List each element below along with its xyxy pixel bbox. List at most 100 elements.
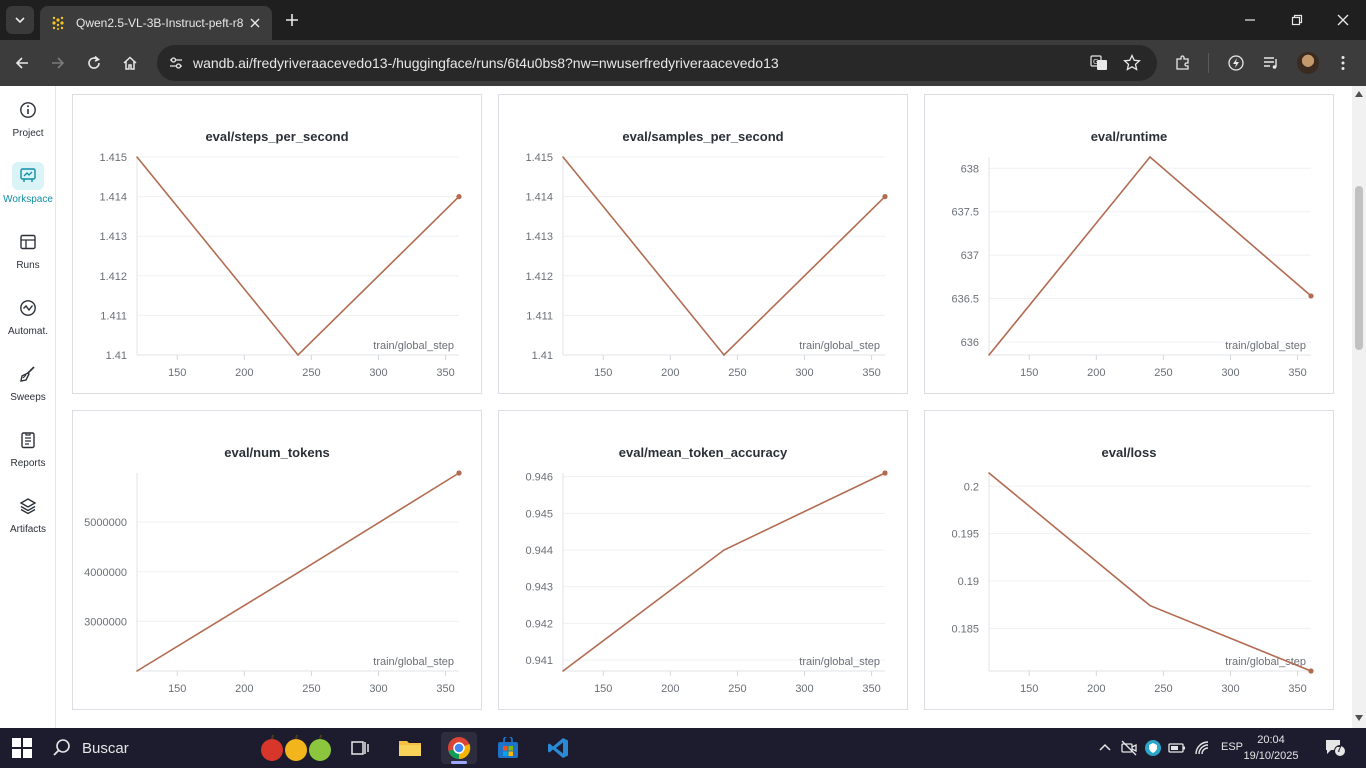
battery-icon[interactable] [1167,738,1187,758]
y-tick-label: 1.414 [525,192,553,204]
y-tick-label: 0.195 [951,529,979,541]
x-tick-label: 250 [728,683,746,695]
sidebar-item-runs[interactable]: Runs [0,222,56,282]
extensions-button[interactable] [1171,51,1195,75]
data-point [723,354,725,356]
vscode-app[interactable] [540,732,576,764]
chart-panel[interactable]: eval/num_tokens 3000000 4000000 5000000 150… [72,410,482,710]
bookmark-button[interactable] [1122,53,1142,73]
meeting-muted-icon[interactable] [1119,738,1139,758]
fruits-icon [261,734,331,761]
notification-center-button[interactable]: 7 [1324,738,1346,758]
chrome-app[interactable] [441,732,477,764]
sidebar-item-automations[interactable]: Automat. [0,288,56,348]
y-tick-label: 0.945 [525,508,553,520]
file-explorer-app[interactable] [392,732,428,764]
sidebar-item-workspace[interactable]: Workspace [0,156,56,216]
y-tick-label: 1.41 [532,350,553,362]
scroll-down-arrow[interactable] [1355,714,1363,722]
maximize-button[interactable] [1285,8,1309,32]
home-icon [123,56,137,70]
taskbar-search[interactable]: Buscar [52,732,252,764]
language-indicator[interactable]: ESP [1221,741,1244,753]
more-vertical-icon [1341,56,1345,70]
reload-button[interactable] [82,51,106,75]
x-tick-label: 250 [302,367,320,379]
chart-title: eval/samples_per_second [622,129,784,144]
x-tick-label: 150 [168,683,186,695]
fruits-widget[interactable] [254,732,334,764]
y-tick-label: 0.19 [958,576,979,588]
y-tick-label: 1.415 [99,152,127,164]
media-control-button[interactable] [1259,51,1283,75]
y-tick-label: 0.941 [525,655,553,667]
page-scrollbar[interactable] [1352,86,1366,728]
data-point [562,156,564,158]
close-window-button[interactable] [1331,8,1355,32]
chevron-up-icon [1099,743,1111,751]
new-tab-button[interactable] [282,10,302,30]
sidebar-item-project[interactable]: Project [0,90,56,150]
series-line [562,472,886,672]
x-tick-label: 200 [1087,683,1105,695]
vpn-shield-icon[interactable] [1143,738,1163,758]
notification-count: 7 [1337,745,1342,754]
x-tick-label: 150 [168,367,186,379]
svg-text:G: G [1093,58,1098,66]
y-tick-label: 0.943 [525,582,553,594]
y-tick-label: 0.2 [964,481,979,493]
sidebar-item-sweeps[interactable]: Sweeps [0,354,56,414]
sidebar-item-artifacts[interactable]: Artifacts [0,486,56,546]
tab-close-button[interactable] [246,14,264,32]
browser-menu-button[interactable] [1331,51,1355,75]
wifi-icon[interactable] [1192,738,1212,758]
chart-panel[interactable]: eval/loss 0.185 0.19 0.195 0.2 150 200 250 300 3… [924,410,1334,710]
address-bar[interactable]: wandb.ai/fredyriveraacevedo13-/huggingfa… [157,45,1157,81]
sidebar-item-label: Sweeps [10,392,46,403]
browser-title-bar: Qwen2.5-VL-3B-Instruct-peft-r8 [0,0,1366,40]
chart-panel[interactable]: eval/runtime 636 636.5 637 637.5 638 150 200 25… [924,94,1334,394]
scroll-up-arrow[interactable] [1355,90,1363,98]
x-tick-label: 250 [728,367,746,379]
scroll-thumb[interactable] [1355,186,1363,350]
home-button[interactable] [118,51,142,75]
series-line [988,155,1312,356]
x-tick-label: 300 [795,367,813,379]
translate-button[interactable]: G [1089,53,1109,73]
browser-tab[interactable]: Qwen2.5-VL-3B-Instruct-peft-r8 [40,6,272,40]
x-tick-label: 200 [235,683,253,695]
start-button[interactable] [12,738,32,758]
microsoft-store-app[interactable] [490,732,526,764]
forward-button[interactable] [46,51,70,75]
battery-icon [1168,743,1185,753]
minimize-button[interactable] [1238,8,1262,32]
chart-panel[interactable]: eval/mean_token_accuracy 0.941 0.942 0.943… [498,410,908,710]
arrow-left-icon [15,57,28,69]
broom-icon [12,360,44,388]
chart-title: eval/num_tokens [224,445,330,460]
table-icon [12,228,44,256]
search-label: Buscar [82,739,129,757]
show-hidden-icons-button[interactable] [1095,738,1115,758]
data-point [456,194,462,200]
profile-avatar[interactable] [1297,52,1319,74]
chart-panel[interactable]: eval/samples_per_second 1.41 1.411 1.412 1.… [498,94,908,394]
x-axis-label: train/global_step [373,656,454,668]
chrome-icon [448,737,471,760]
x-tick-label: 350 [862,683,880,695]
performance-button[interactable] [1224,51,1248,75]
bolt-icon [1228,55,1244,71]
task-view-button[interactable] [342,732,378,764]
chart-panel[interactable]: eval/steps_per_second 1.41 1.411 1.412 1.41… [72,94,482,394]
tab-search-button[interactable] [6,6,34,34]
wifi-icon [1195,741,1209,755]
back-button[interactable] [10,51,34,75]
sidebar-item-reports[interactable]: Reports [0,420,56,480]
y-tick-label: 1.413 [525,231,553,243]
site-info-button[interactable] [165,52,187,74]
x-tick-label: 250 [302,683,320,695]
x-tick-label: 200 [1087,367,1105,379]
playlist-icon [1264,57,1277,69]
x-axis-label: train/global_step [1225,656,1306,668]
taskbar-clock[interactable]: 20:04 19/10/2025 [1236,732,1306,764]
